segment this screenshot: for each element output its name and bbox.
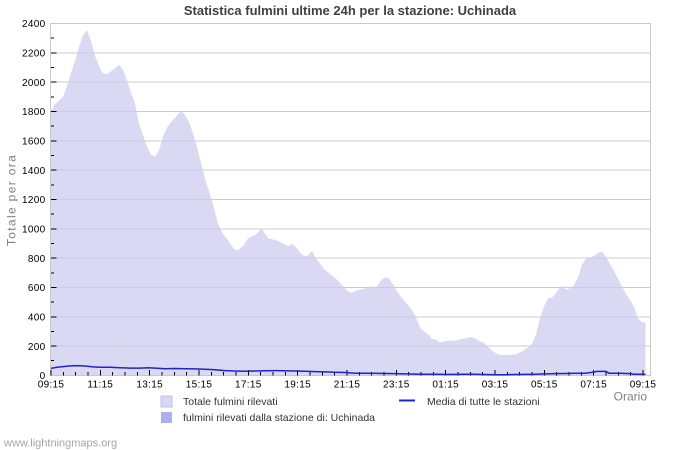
svg-text:600: 600 xyxy=(28,283,46,294)
svg-text:07:15: 07:15 xyxy=(580,380,607,391)
svg-text:1400: 1400 xyxy=(22,166,46,177)
svg-text:01:15: 01:15 xyxy=(432,380,459,391)
svg-text:800: 800 xyxy=(28,254,46,265)
svg-text:19:15: 19:15 xyxy=(284,380,311,391)
svg-text:1600: 1600 xyxy=(22,137,46,148)
svg-text:23:15: 23:15 xyxy=(383,380,410,391)
svg-text:1200: 1200 xyxy=(22,195,46,206)
svg-text:1800: 1800 xyxy=(22,107,46,118)
svg-text:2400: 2400 xyxy=(22,19,46,30)
svg-text:09:15: 09:15 xyxy=(38,380,65,391)
svg-text:2200: 2200 xyxy=(22,49,46,60)
svg-text:Statistica fulmini ultime 24h: Statistica fulmini ultime 24h per la sta… xyxy=(184,3,517,18)
svg-text:0: 0 xyxy=(40,371,46,382)
svg-text:Orario: Orario xyxy=(614,390,648,404)
svg-text:Totale fulmini rilevati: Totale fulmini rilevati xyxy=(183,396,278,408)
svg-text:09:15: 09:15 xyxy=(630,380,657,391)
svg-text:2000: 2000 xyxy=(22,78,46,89)
svg-text:1000: 1000 xyxy=(22,225,46,236)
svg-text:03:15: 03:15 xyxy=(482,380,509,391)
svg-text:Media di tutte le stazioni: Media di tutte le stazioni xyxy=(427,396,540,408)
svg-text:21:15: 21:15 xyxy=(334,380,361,391)
svg-text:17:15: 17:15 xyxy=(235,380,262,391)
svg-text:Totale per ora: Totale per ora xyxy=(5,154,19,246)
svg-text:13:15: 13:15 xyxy=(136,380,163,391)
svg-text:15:15: 15:15 xyxy=(186,380,213,391)
svg-text:www.lightningmaps.org: www.lightningmaps.org xyxy=(3,438,117,450)
svg-text:200: 200 xyxy=(28,342,46,353)
svg-text:11:15: 11:15 xyxy=(87,380,113,391)
svg-text:fulmini rilevati dalla stazion: fulmini rilevati dalla stazione di: Uchi… xyxy=(183,412,375,424)
svg-text:400: 400 xyxy=(28,313,46,324)
svg-text:05:15: 05:15 xyxy=(531,380,558,391)
